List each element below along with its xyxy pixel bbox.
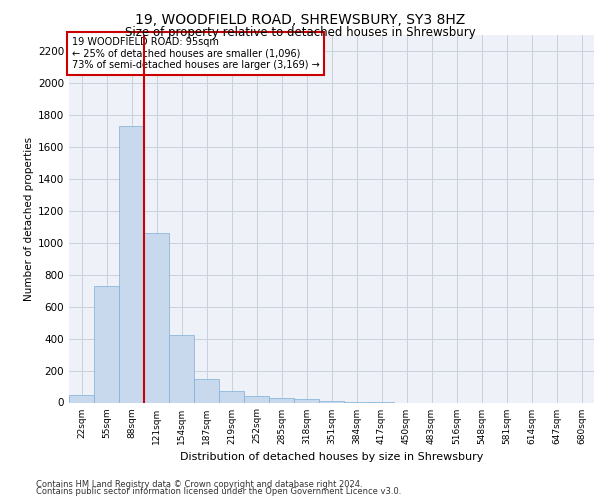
Bar (294, 400, 319, 402)
Text: Size of property relative to detached houses in Shrewsbury: Size of property relative to detached ho… (125, 26, 475, 39)
Text: 19, WOODFIELD ROAD, SHREWSBURY, SY3 8HZ: 19, WOODFIELD ROAD, SHREWSBURY, SY3 8HZ (135, 13, 465, 27)
Bar (144, 233, 169, 402)
Bar (94, 286, 119, 403)
Text: Contains public sector information licensed under the Open Government Licence v3: Contains public sector information licen… (36, 488, 401, 496)
Bar (269, 398, 294, 402)
Text: 19 WOODFIELD ROAD: 95sqm
← 25% of detached houses are smaller (1,096)
73% of sem: 19 WOODFIELD ROAD: 95sqm ← 25% of detach… (71, 37, 319, 70)
Bar (219, 390, 244, 402)
Bar (169, 336, 194, 402)
Bar (194, 378, 219, 402)
Y-axis label: Number of detached properties: Number of detached properties (24, 136, 34, 301)
X-axis label: Distribution of detached houses by size in Shrewsbury: Distribution of detached houses by size … (180, 452, 483, 462)
Bar (119, 126, 144, 402)
Text: Contains HM Land Registry data © Crown copyright and database right 2024.: Contains HM Land Registry data © Crown c… (36, 480, 362, 489)
Bar (69, 394, 94, 402)
Bar (319, 401, 344, 402)
Bar (244, 396, 269, 402)
